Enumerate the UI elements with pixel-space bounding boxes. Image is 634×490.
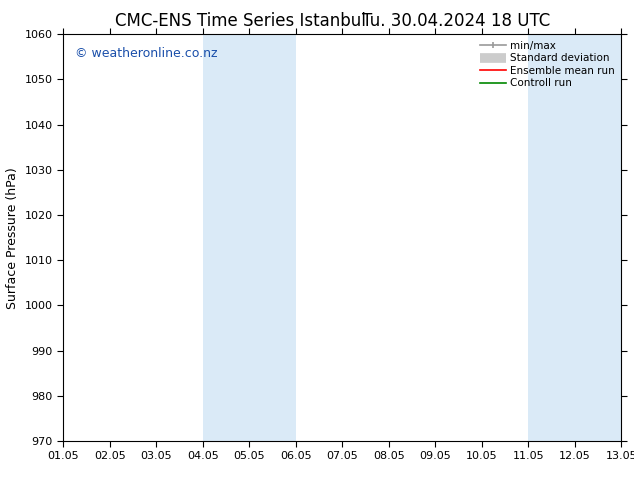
- Text: © weatheronline.co.nz: © weatheronline.co.nz: [75, 47, 217, 59]
- Text: CMC-ENS Time Series Istanbul: CMC-ENS Time Series Istanbul: [115, 12, 366, 30]
- Y-axis label: Surface Pressure (hPa): Surface Pressure (hPa): [6, 167, 19, 309]
- Bar: [203, 34, 296, 441]
- Bar: [528, 34, 621, 441]
- Text: Tu. 30.04.2024 18 UTC: Tu. 30.04.2024 18 UTC: [363, 12, 550, 30]
- Legend: min/max, Standard deviation, Ensemble mean run, Controll run: min/max, Standard deviation, Ensemble me…: [477, 37, 618, 92]
